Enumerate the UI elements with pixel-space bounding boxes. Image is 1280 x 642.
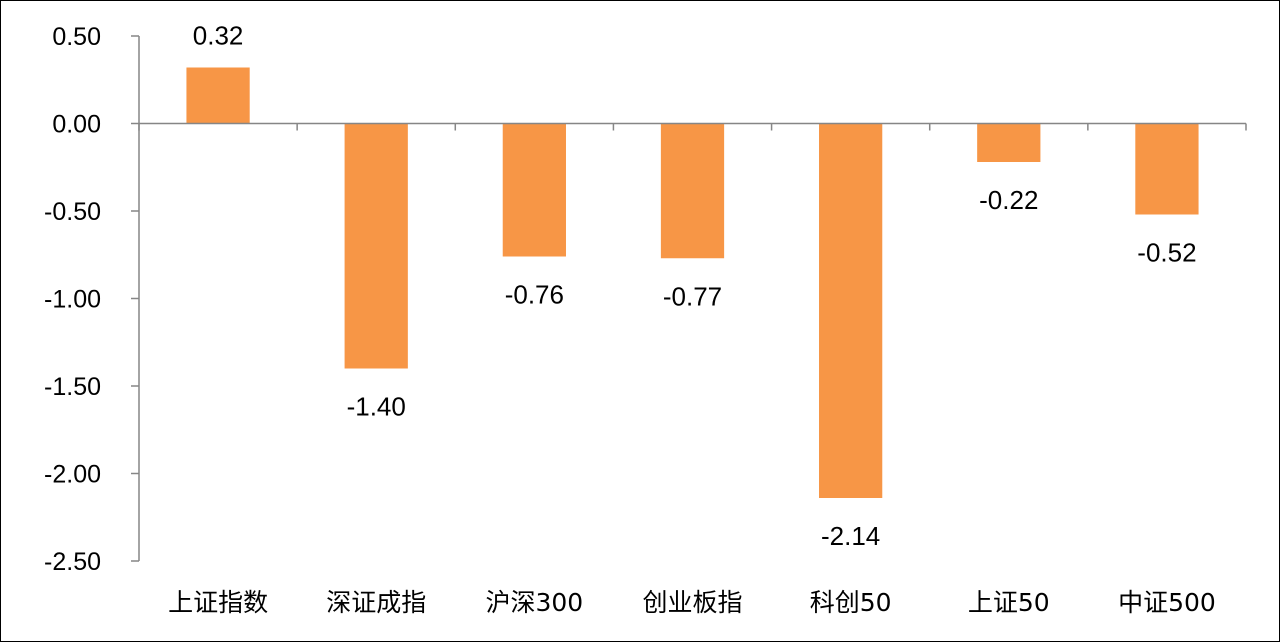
category-label-3: 创业板指 [642,588,742,617]
bar-4 [819,123,883,498]
category-label-5: 上证50 [968,588,1050,617]
data-label-4: -2.14 [821,521,880,551]
y-tick-label-2: -0.50 [44,198,101,226]
bars-layer [186,67,1199,498]
y-tick-label-5: -2.00 [44,461,101,489]
category-label-6: 中证500 [1118,588,1216,617]
bar-2 [502,123,566,257]
y-tick-label-4: -1.50 [44,373,101,401]
category-label-1: 深证成指 [326,588,426,617]
data-label-3: -0.77 [663,281,722,311]
axes-layer [131,35,1247,562]
data-label-5: -0.22 [979,185,1038,215]
labels-layer: 0.50 0.00 -0.50 -1.00 -1.50 -2.00 -2.50 上证指数 深证成… [44,21,1216,618]
y-tick-label-6: -2.50 [44,548,101,576]
data-label-1: -1.40 [347,392,406,422]
data-label-0: 0.32 [193,21,244,51]
y-tick-label-0: 0.50 [52,23,101,51]
data-label-6: -0.52 [1137,238,1196,268]
bar-5 [977,123,1041,162]
category-label-4: 科创50 [810,588,892,617]
category-label-0: 上证指数 [168,588,268,617]
bar-3 [660,123,725,259]
bar-1 [344,123,408,369]
category-label-2: 沪深300 [485,588,583,617]
y-tick-label-3: -1.00 [44,286,101,314]
data-label-2: -0.76 [505,280,564,310]
bar-6 [1135,123,1199,215]
bar-0 [186,67,250,124]
y-tick-label-1: 0.00 [52,111,101,139]
